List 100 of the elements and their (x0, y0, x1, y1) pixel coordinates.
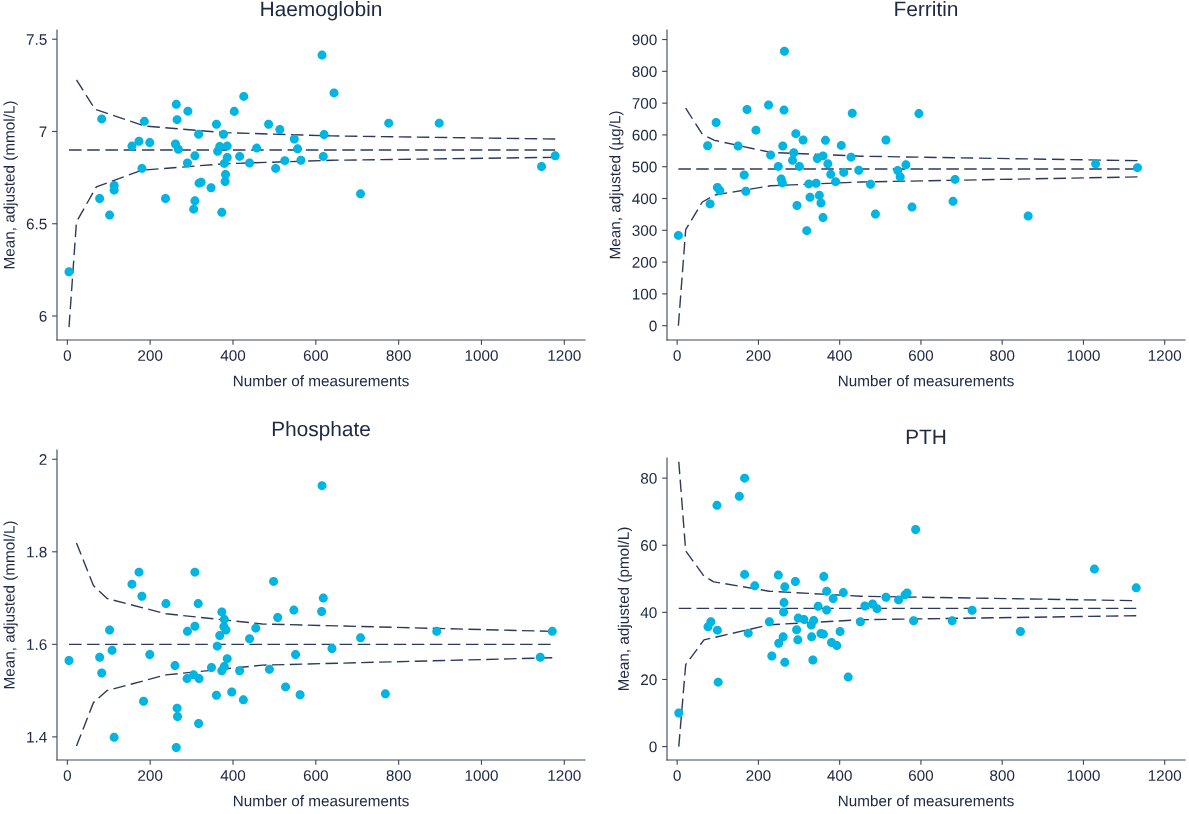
point (741, 186, 751, 196)
point (227, 687, 237, 697)
point (137, 591, 147, 601)
point (217, 207, 227, 217)
point (808, 655, 818, 665)
point (792, 625, 802, 635)
point (779, 46, 789, 56)
point (264, 119, 274, 129)
point (847, 108, 857, 118)
point (1131, 583, 1141, 593)
y-tick-label: 1.8 (27, 546, 47, 558)
y-tick-label: 1.4 (27, 731, 47, 743)
point (190, 196, 200, 206)
line-series (684, 107, 1139, 162)
point (1023, 211, 1033, 221)
y-tick-label: 6.5 (26, 218, 47, 230)
point (281, 682, 291, 692)
point (705, 199, 715, 209)
point (271, 163, 281, 173)
point (139, 696, 149, 706)
point (127, 141, 137, 151)
point (95, 193, 105, 203)
y-tick-label: 80 (640, 473, 657, 484)
point (245, 158, 255, 168)
point (134, 136, 144, 146)
point (818, 151, 828, 161)
y-tick-label: 300 (632, 225, 657, 236)
y-tick-label: 40 (640, 607, 657, 619)
point (911, 524, 921, 534)
y-tick-label: 7 (39, 126, 47, 138)
point (317, 50, 327, 60)
point (870, 209, 880, 219)
x-tick-label: 0 (673, 350, 681, 361)
point (182, 626, 192, 636)
point (384, 118, 394, 128)
point (222, 654, 232, 664)
point (895, 172, 905, 182)
point (190, 621, 200, 631)
x-axis-title: Number of measurements (233, 375, 409, 387)
point (820, 135, 830, 145)
point (914, 109, 924, 119)
x-tick-label: 200 (746, 350, 771, 361)
point (293, 144, 303, 154)
point (798, 135, 808, 145)
x-tick-label: 200 (746, 770, 771, 781)
point (764, 100, 774, 110)
point (97, 668, 107, 678)
point (105, 210, 115, 220)
point (814, 190, 824, 200)
x-tick-label: 0 (63, 770, 71, 781)
point (183, 106, 193, 116)
x-tick-label: 1200 (1148, 350, 1182, 361)
x-tick-label: 600 (303, 350, 328, 361)
point (819, 571, 829, 581)
point (706, 617, 716, 627)
point (843, 672, 853, 682)
point (206, 183, 216, 193)
point (161, 193, 170, 203)
y-tick-label: 700 (632, 98, 657, 109)
point (713, 677, 723, 687)
y-tick-label: 7.5 (26, 34, 47, 45)
point (95, 652, 105, 662)
point (835, 626, 845, 636)
point (289, 605, 299, 615)
line-series (75, 657, 553, 747)
x-tick-label: 800 (386, 350, 411, 361)
point (105, 625, 115, 635)
y-tick-label: 0 (649, 320, 657, 332)
point (170, 661, 180, 671)
point (172, 703, 182, 713)
x-tick-label: 200 (138, 770, 163, 781)
x-tick-label: 600 (908, 770, 934, 781)
point (881, 592, 891, 602)
point (767, 651, 777, 661)
point (854, 165, 864, 175)
point (215, 141, 225, 151)
point (245, 634, 255, 644)
point (537, 162, 547, 172)
point (907, 202, 917, 212)
point (909, 616, 919, 626)
point (317, 481, 327, 491)
point (218, 129, 228, 139)
x-tick-label: 800 (990, 350, 1015, 361)
x-axis-title: Number of measurements (838, 375, 1014, 387)
x-tick-label: 400 (220, 350, 246, 361)
x-tick-label: 600 (303, 770, 328, 781)
point (711, 118, 721, 128)
point (220, 176, 230, 186)
point (329, 88, 339, 98)
point (712, 500, 722, 510)
point (296, 155, 306, 165)
point (318, 151, 328, 161)
point (182, 158, 192, 168)
point (894, 595, 904, 605)
point (432, 626, 442, 636)
point (742, 104, 752, 114)
x-axis-title: Number of measurements (838, 795, 1014, 807)
point (807, 632, 817, 642)
point (872, 604, 882, 614)
point (280, 156, 290, 166)
